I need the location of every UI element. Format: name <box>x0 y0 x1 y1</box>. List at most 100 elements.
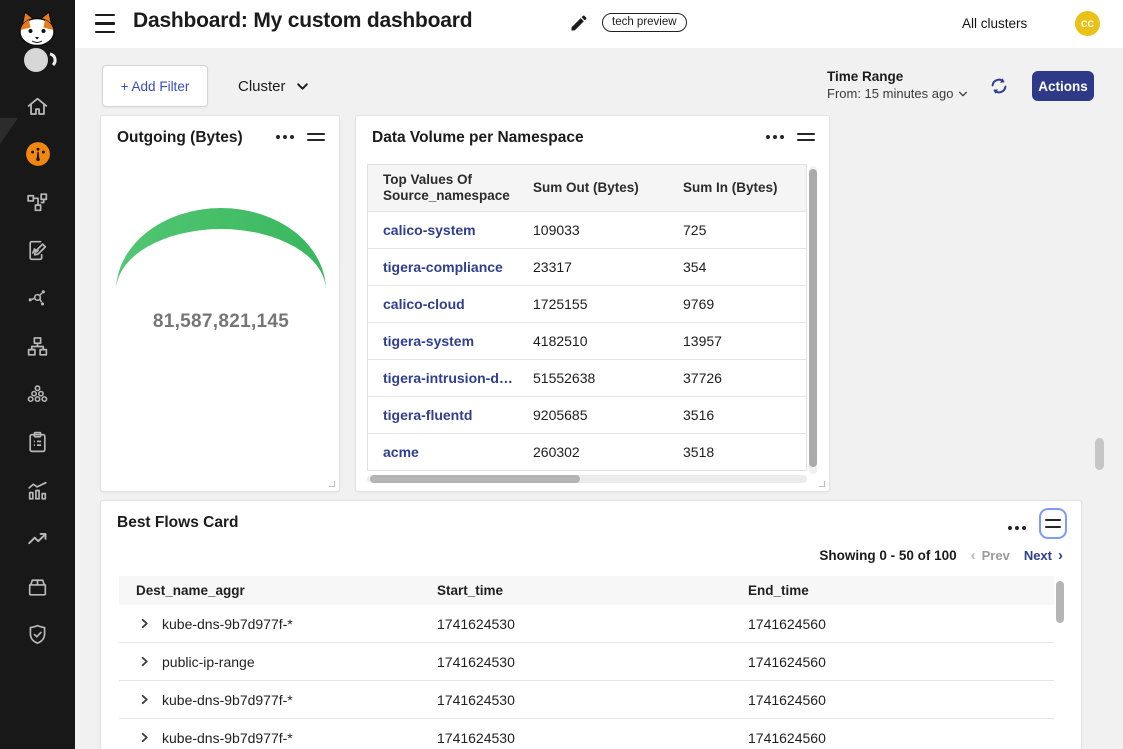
vertical-scroll-thumb[interactable] <box>809 169 817 467</box>
card-drag-handle-focused[interactable] <box>1039 508 1067 539</box>
menu-toggle-button[interactable] <box>95 14 115 33</box>
column-header: Sum Out (Bytes) <box>518 180 668 196</box>
chevron-down-icon <box>958 89 968 99</box>
start-time-value: 1741624530 <box>431 730 742 746</box>
prev-page-button[interactable]: ‹ Prev <box>971 548 1010 563</box>
table-row: acme 260302 3518 <box>368 433 806 470</box>
table-row-expandable[interactable]: kube-dns-9b7d977f-* 1741624530 174162456… <box>119 605 1054 643</box>
sidebar-nav <box>0 0 75 749</box>
namespace-link[interactable]: calico-system <box>368 222 518 238</box>
gauge-value: 81,587,821,145 <box>101 311 341 333</box>
card-drag-handle[interactable] <box>307 133 325 141</box>
package-box-icon <box>25 574 50 599</box>
page-scroll-thumb[interactable] <box>1095 438 1104 470</box>
pagination-bar: Showing 0 - 50 of 100 ‹ Prev Next › <box>819 548 1063 563</box>
time-range-from-value: From: 15 minutes ago <box>827 86 953 101</box>
outgoing-card-title: Outgoing (Bytes) <box>117 129 243 147</box>
table-row-expandable[interactable]: public-ip-range 1741624530 1741624560 <box>119 643 1054 681</box>
sum-in-value: 725 <box>668 222 806 238</box>
table-header-row: Dest_name_aggr Start_time End_time <box>119 576 1054 605</box>
chevron-down-icon <box>296 80 309 93</box>
network-nodes-icon <box>25 286 50 311</box>
sidebar-item-compliance[interactable] <box>0 418 75 466</box>
sidebar-item-network[interactable] <box>0 274 75 322</box>
edit-dashboard-button[interactable] <box>569 13 589 33</box>
sidebar-item-statistics[interactable] <box>0 466 75 514</box>
card-menu-button[interactable] <box>1008 522 1026 534</box>
best-flows-card-title: Best Flows Card <box>117 514 238 532</box>
refresh-button[interactable] <box>988 75 1010 97</box>
card-drag-handle[interactable] <box>797 133 815 141</box>
sum-in-value: 3518 <box>668 444 806 460</box>
expand-chevron-icon[interactable] <box>139 732 150 743</box>
drag-handle-icon <box>1045 519 1061 528</box>
end-time-value: 1741624560 <box>742 730 1054 746</box>
cluster-filter-label: Cluster <box>238 78 286 95</box>
start-time-value: 1741624530 <box>431 692 742 708</box>
namespace-link[interactable]: acme <box>368 444 518 460</box>
sidebar-item-service-graph[interactable] <box>0 178 75 226</box>
best-flows-card: Best Flows Card Showing 0 - 50 of 100 ‹ … <box>100 500 1082 749</box>
sidebar-item-clusters[interactable] <box>0 370 75 418</box>
sum-out-value: 9205685 <box>518 407 668 423</box>
app-window: Dashboard: My custom dashboard tech prev… <box>0 0 1123 749</box>
user-avatar[interactable]: CC <box>1075 11 1100 36</box>
sidebar-item-home[interactable] <box>0 82 75 130</box>
shield-check-icon <box>25 622 50 647</box>
next-label: Next <box>1024 548 1052 563</box>
sidebar-item-inventory[interactable] <box>0 562 75 610</box>
refresh-icon <box>988 75 1010 97</box>
sidebar-item-endpoints[interactable] <box>0 322 75 370</box>
sidebar-item-policies[interactable] <box>0 226 75 274</box>
column-header: Top Values Of Source_namespace <box>368 172 518 204</box>
namespace-table: Top Values Of Source_namespace Sum Out (… <box>367 164 807 471</box>
pagination-showing-text: Showing 0 - 50 of 100 <box>819 548 956 563</box>
cluster-circles-icon <box>25 382 50 407</box>
next-page-button[interactable]: Next › <box>1024 548 1063 563</box>
namespace-link[interactable]: tigera-system <box>368 333 518 349</box>
column-header: Sum In (Bytes) <box>668 180 806 196</box>
sidebar-item-dashboards-active[interactable] <box>0 130 75 178</box>
time-range-block: Time Range From: 15 minutes ago <box>827 69 968 101</box>
sum-in-value: 13957 <box>668 333 806 349</box>
sidebar-item-security[interactable] <box>0 610 75 658</box>
namespace-link[interactable]: calico-cloud <box>368 296 518 312</box>
cluster-scope-selector[interactable]: All clusters <box>962 16 1027 31</box>
sidebar-item-trends[interactable] <box>0 514 75 562</box>
prev-label: Prev <box>982 548 1010 563</box>
add-filter-button[interactable]: + Add Filter <box>102 65 208 107</box>
sum-in-value: 354 <box>668 259 806 275</box>
start-time-value: 1741624530 <box>431 654 742 670</box>
namespace-link[interactable]: tigera-intrusion-d… <box>368 370 518 386</box>
expand-chevron-icon[interactable] <box>139 618 150 629</box>
resize-handle-icon[interactable] <box>819 481 825 487</box>
expand-chevron-icon[interactable] <box>139 694 150 705</box>
cluster-filter-dropdown[interactable]: Cluster <box>238 65 309 107</box>
gauge-dashboard-icon <box>25 141 51 167</box>
expand-chevron-icon[interactable] <box>139 656 150 667</box>
table-row: tigera-system 4182510 13957 <box>368 322 806 359</box>
data-volume-card-title: Data Volume per Namespace <box>372 129 584 147</box>
table-row: tigera-intrusion-d… 51552638 37726 <box>368 359 806 396</box>
table-vertical-scroll-thumb[interactable] <box>1056 581 1064 623</box>
actions-button[interactable]: Actions <box>1032 71 1094 101</box>
resize-handle-icon[interactable] <box>329 481 335 487</box>
card-menu-button[interactable] <box>766 131 784 143</box>
horizontal-scroll-thumb[interactable] <box>370 475 580 483</box>
table-row: calico-system 109033 725 <box>368 211 806 248</box>
sitemap-icon <box>25 334 50 359</box>
table-row-expandable[interactable]: kube-dns-9b7d977f-* 1741624530 174162456… <box>119 719 1054 749</box>
table-horizontal-scrollbar <box>367 475 807 483</box>
dest-name-value: public-ip-range <box>162 654 255 670</box>
time-range-from-dropdown[interactable]: From: 15 minutes ago <box>827 86 968 101</box>
table-row-expandable[interactable]: kube-dns-9b7d977f-* 1741624530 174162456… <box>119 681 1054 719</box>
table-row: calico-cloud 1725155 9769 <box>368 285 806 322</box>
time-range-label: Time Range <box>827 69 968 84</box>
card-menu-button[interactable] <box>276 131 294 143</box>
end-time-value: 1741624560 <box>742 692 1054 708</box>
namespace-link[interactable]: tigera-fluentd <box>368 407 518 423</box>
data-volume-card: Data Volume per Namespace Top Values Of … <box>355 115 830 492</box>
policy-edit-icon <box>25 238 50 263</box>
namespace-link[interactable]: tigera-compliance <box>368 259 518 275</box>
calico-cat-logo[interactable] <box>12 8 62 74</box>
